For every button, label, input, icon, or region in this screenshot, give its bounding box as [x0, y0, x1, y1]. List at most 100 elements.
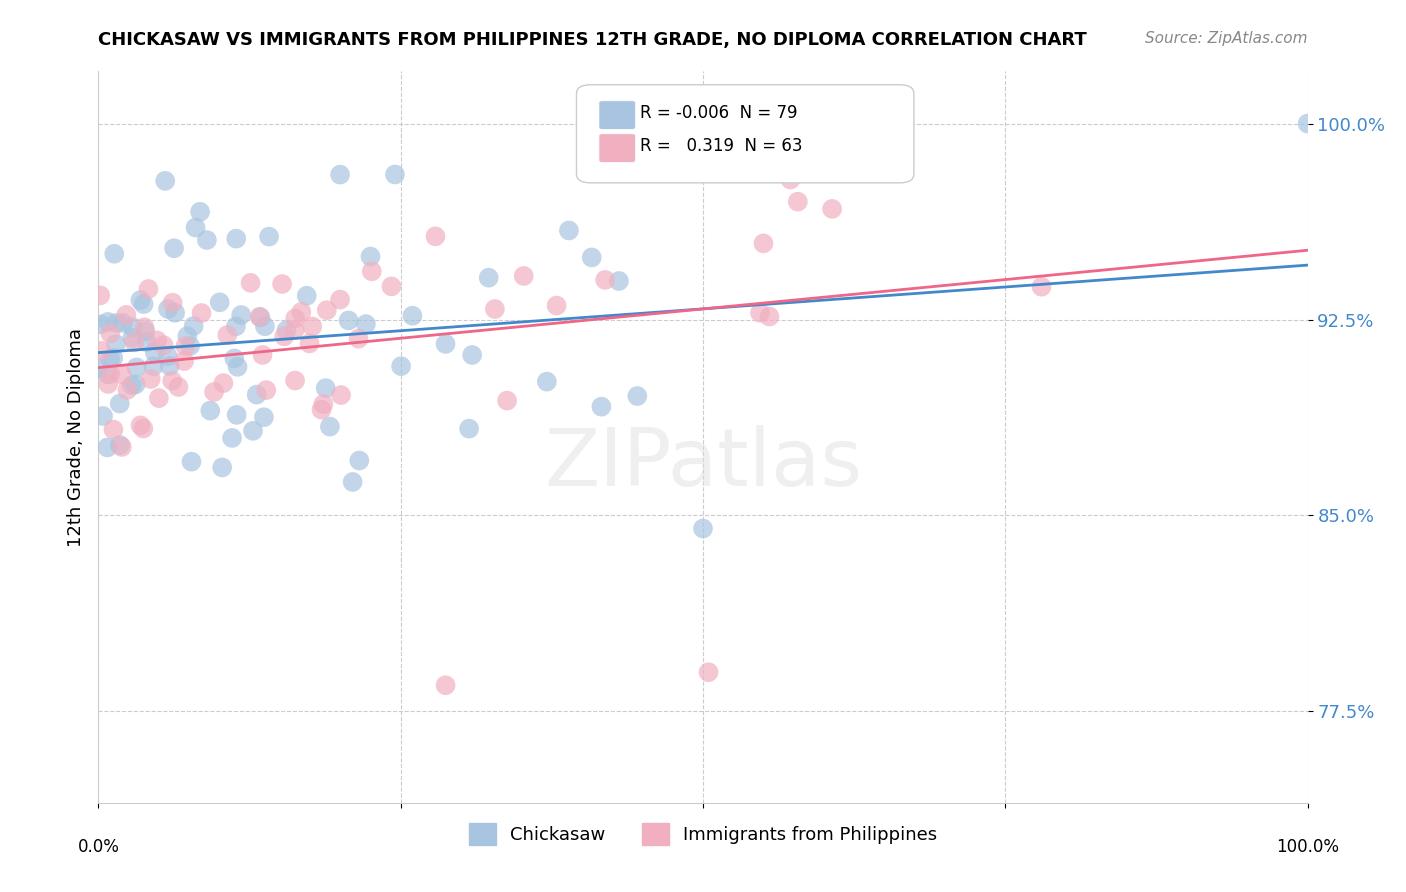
- Point: [458, 422, 481, 436]
- Point: [91, 409, 114, 423]
- Point: [298, 336, 321, 351]
- Point: [546, 299, 568, 313]
- Point: [257, 229, 280, 244]
- Point: [134, 320, 156, 334]
- Point: [224, 351, 246, 366]
- Point: [98, 352, 121, 367]
- Point: [163, 241, 186, 255]
- Point: [779, 172, 801, 186]
- Point: [124, 377, 146, 392]
- Point: [139, 372, 162, 386]
- Legend: Chickasaw, Immigrants from Philippines: Chickasaw, Immigrants from Philippines: [461, 816, 945, 852]
- Point: [121, 378, 143, 392]
- Point: [284, 311, 307, 326]
- Point: [117, 383, 139, 397]
- Point: [249, 310, 271, 324]
- Y-axis label: 12th Grade, No Diploma: 12th Grade, No Diploma: [66, 327, 84, 547]
- Point: [105, 316, 128, 330]
- Point: [143, 345, 166, 359]
- Point: [124, 335, 146, 350]
- Point: [103, 351, 125, 365]
- Point: [271, 277, 294, 291]
- Point: [252, 348, 274, 362]
- Point: [176, 329, 198, 343]
- Point: [132, 297, 155, 311]
- Point: [138, 282, 160, 296]
- Point: [132, 421, 155, 435]
- Point: [461, 348, 484, 362]
- Point: [180, 455, 202, 469]
- Point: [536, 375, 558, 389]
- Point: [496, 393, 519, 408]
- Point: [152, 338, 174, 352]
- Point: [104, 337, 127, 351]
- Point: [231, 308, 253, 322]
- Point: [125, 360, 148, 375]
- Point: [97, 376, 120, 391]
- Point: [312, 397, 335, 411]
- Point: [692, 522, 714, 536]
- Point: [183, 319, 205, 334]
- Point: [179, 339, 201, 353]
- Point: [558, 223, 581, 237]
- Point: [96, 441, 118, 455]
- Point: [821, 202, 844, 216]
- Point: [89, 288, 111, 302]
- Point: [90, 343, 112, 358]
- Point: [360, 250, 382, 264]
- Point: [190, 306, 212, 320]
- Point: [108, 396, 131, 410]
- Point: [97, 315, 120, 329]
- Point: [122, 320, 145, 334]
- Point: [626, 389, 648, 403]
- Point: [225, 319, 247, 334]
- Point: [319, 419, 342, 434]
- Point: [188, 204, 211, 219]
- Point: [184, 220, 207, 235]
- Point: [301, 319, 323, 334]
- Point: [217, 328, 239, 343]
- Point: [129, 418, 152, 433]
- Point: [478, 270, 501, 285]
- Point: [389, 359, 412, 373]
- Point: [103, 246, 125, 260]
- Point: [425, 229, 447, 244]
- Point: [354, 317, 377, 331]
- Point: [162, 295, 184, 310]
- Point: [786, 194, 808, 209]
- Point: [1296, 117, 1319, 131]
- Point: [484, 301, 506, 316]
- Point: [253, 410, 276, 425]
- Point: [134, 324, 156, 338]
- Point: [89, 318, 111, 332]
- Point: [329, 293, 352, 307]
- Point: [607, 274, 630, 288]
- Point: [156, 349, 179, 363]
- Point: [273, 329, 295, 343]
- Point: [111, 368, 134, 382]
- Point: [330, 388, 353, 402]
- Point: [195, 233, 218, 247]
- Point: [97, 368, 120, 382]
- Point: [349, 453, 371, 467]
- Point: [581, 251, 603, 265]
- Point: [697, 665, 720, 680]
- Text: 100.0%: 100.0%: [1277, 838, 1339, 855]
- Point: [384, 168, 406, 182]
- Point: [98, 367, 121, 381]
- Text: 0.0%: 0.0%: [77, 838, 120, 855]
- Point: [246, 387, 269, 401]
- Text: R =   0.319  N = 63: R = 0.319 N = 63: [640, 137, 803, 155]
- Point: [284, 323, 307, 337]
- Point: [160, 374, 183, 388]
- Point: [174, 339, 197, 353]
- Point: [108, 438, 131, 452]
- Point: [200, 403, 222, 417]
- Point: [1031, 279, 1053, 293]
- Point: [342, 475, 364, 489]
- Point: [157, 301, 180, 316]
- Point: [249, 310, 271, 325]
- Point: [225, 408, 247, 422]
- Point: [591, 400, 613, 414]
- Text: R = -0.006  N = 79: R = -0.006 N = 79: [640, 104, 797, 122]
